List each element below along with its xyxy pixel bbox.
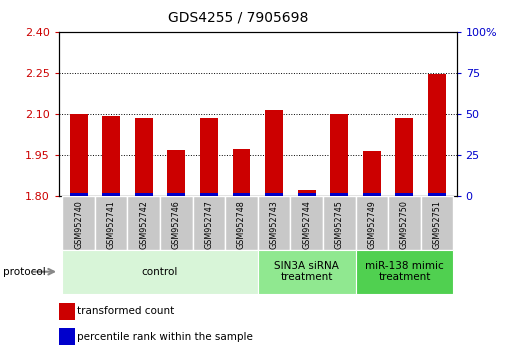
- Bar: [135, 118, 153, 196]
- Text: GSM952745: GSM952745: [335, 200, 344, 249]
- Bar: [428, 74, 446, 196]
- FancyBboxPatch shape: [127, 196, 160, 250]
- Text: GSM952749: GSM952749: [367, 200, 377, 249]
- FancyBboxPatch shape: [356, 196, 388, 250]
- Bar: [102, 193, 120, 196]
- Text: GSM952747: GSM952747: [204, 200, 213, 249]
- Text: transformed count: transformed count: [77, 306, 174, 316]
- Text: GSM952741: GSM952741: [107, 200, 115, 249]
- FancyBboxPatch shape: [95, 196, 127, 250]
- Bar: [200, 193, 218, 196]
- Text: control: control: [142, 267, 178, 277]
- Bar: [265, 193, 283, 196]
- Bar: [396, 118, 413, 196]
- Bar: [59, 328, 74, 345]
- Text: percentile rank within the sample: percentile rank within the sample: [77, 332, 253, 342]
- Bar: [363, 193, 381, 196]
- Text: GSM952748: GSM952748: [237, 200, 246, 249]
- FancyBboxPatch shape: [290, 196, 323, 250]
- Bar: [396, 193, 413, 196]
- Text: GSM952744: GSM952744: [302, 200, 311, 249]
- Text: GSM952751: GSM952751: [432, 200, 442, 249]
- Bar: [428, 193, 446, 196]
- Bar: [102, 116, 120, 196]
- FancyBboxPatch shape: [323, 196, 356, 250]
- Text: GDS4255 / 7905698: GDS4255 / 7905698: [168, 11, 308, 25]
- Bar: [265, 110, 283, 196]
- Text: protocol: protocol: [3, 267, 45, 277]
- Bar: [330, 114, 348, 196]
- FancyBboxPatch shape: [258, 250, 356, 294]
- FancyBboxPatch shape: [192, 196, 225, 250]
- FancyBboxPatch shape: [258, 196, 290, 250]
- Bar: [200, 118, 218, 196]
- Bar: [363, 151, 381, 196]
- Bar: [59, 303, 74, 320]
- Bar: [167, 193, 185, 196]
- Bar: [135, 193, 153, 196]
- FancyBboxPatch shape: [421, 196, 453, 250]
- FancyBboxPatch shape: [225, 196, 258, 250]
- FancyBboxPatch shape: [160, 196, 192, 250]
- FancyBboxPatch shape: [388, 196, 421, 250]
- Text: SIN3A siRNA
treatment: SIN3A siRNA treatment: [274, 261, 339, 282]
- Text: GSM952746: GSM952746: [172, 200, 181, 249]
- FancyBboxPatch shape: [356, 250, 453, 294]
- Bar: [298, 190, 315, 196]
- Bar: [70, 114, 88, 196]
- Text: GSM952750: GSM952750: [400, 200, 409, 249]
- Bar: [167, 150, 185, 196]
- Bar: [232, 149, 250, 196]
- Bar: [298, 193, 315, 196]
- Text: GSM952743: GSM952743: [269, 200, 279, 249]
- Text: GSM952742: GSM952742: [139, 200, 148, 249]
- Text: miR-138 mimic
treatment: miR-138 mimic treatment: [365, 261, 444, 282]
- Bar: [70, 193, 88, 196]
- Bar: [232, 193, 250, 196]
- FancyBboxPatch shape: [62, 196, 95, 250]
- Bar: [330, 193, 348, 196]
- Text: GSM952740: GSM952740: [74, 200, 83, 249]
- FancyBboxPatch shape: [62, 250, 258, 294]
